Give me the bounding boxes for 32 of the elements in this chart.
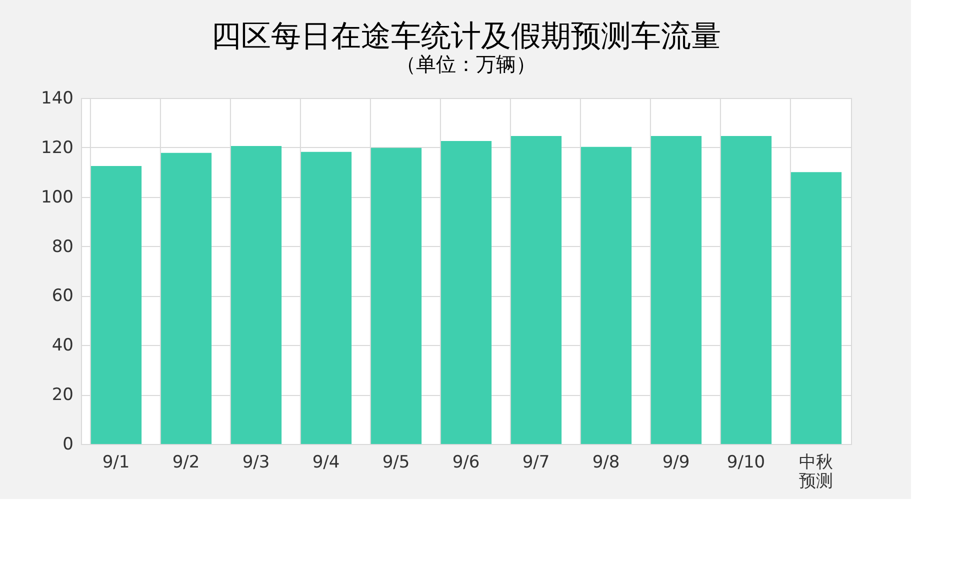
bar (790, 172, 842, 444)
bar (160, 152, 212, 444)
y-tick-label: 60 (52, 286, 74, 306)
x-tick-label: 中秋预测 (799, 452, 833, 492)
y-tick-label: 120 (41, 138, 74, 158)
bar (230, 146, 282, 444)
x-tick-label: 9/10 (726, 452, 766, 472)
y-tick-label: 80 (52, 236, 74, 257)
bar (90, 166, 142, 444)
x-tick-label: 9/9 (662, 452, 690, 472)
x-tick-label: 9/3 (242, 452, 270, 472)
bar (720, 136, 772, 444)
y-tick-label: 40 (52, 336, 74, 356)
bar (440, 141, 492, 444)
y-tick-label: 100 (41, 187, 74, 208)
chart-title: 四区每日在途车统计及假期预测车流量 (211, 19, 721, 54)
y-tick-label: 20 (52, 385, 74, 406)
x-tick-label: 9/5 (382, 452, 410, 472)
y-tick-label: 0 (62, 434, 74, 454)
x-tick-label: 9/4 (312, 452, 340, 472)
x-tick-label: 9/7 (522, 452, 550, 472)
y-tick-label: 140 (41, 88, 74, 108)
bar (300, 152, 352, 444)
x-tick-label: 9/8 (592, 452, 620, 472)
bar (370, 148, 422, 444)
x-tick-label: 9/2 (172, 452, 200, 472)
x-tick-label: 9/6 (452, 452, 480, 472)
x-tick-label: 9/1 (102, 452, 130, 472)
bar (580, 146, 632, 444)
chart-subtitle: （单位：万辆） (396, 52, 536, 76)
bar (650, 136, 702, 444)
bar (510, 136, 562, 444)
